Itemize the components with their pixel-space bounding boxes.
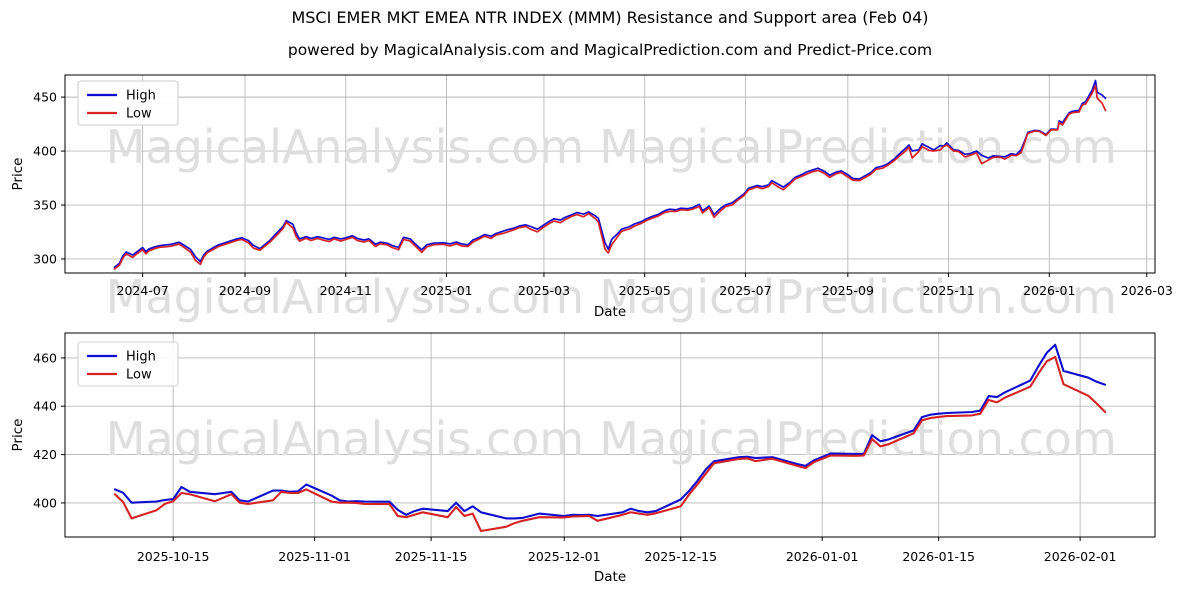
main-chart-x-axis-label: Date (594, 304, 626, 320)
zoom-chart-x-tick-label: 2026-01-01 (786, 549, 859, 564)
main-chart-watermark-text: MagicalAnalysis.com (106, 120, 585, 174)
zoom-chart-x-tick-label: 2025-12-01 (528, 549, 601, 564)
zoom-chart-watermark-text: MagicalPrediction.com (599, 412, 1117, 466)
zoom-chart-watermark-text: MagicalAnalysis.com (106, 412, 585, 466)
main-chart-x-tick-label: 2024-07 (117, 283, 169, 298)
zoom-chart-x-tick-label: 2025-11-15 (395, 549, 468, 564)
zoom-chart-low-line (113, 355, 1107, 533)
zoom-chart-high-line (113, 343, 1107, 520)
main-chart-y-tick-label: 450 (33, 90, 57, 105)
main-chart-x-tick-label: 2025-09 (822, 283, 874, 298)
main-chart-x-tick-label: 2026-03 (1121, 283, 1173, 298)
main-chart-watermark-text: MagicalPrediction.com (599, 270, 1117, 324)
main-chart-y-tick-label: 400 (33, 144, 57, 159)
main-chart-x-tick-label: 2024-09 (219, 283, 271, 298)
main-chart-watermark-text: MagicalPrediction.com (599, 120, 1117, 174)
main-chart-y-tick-label: 300 (33, 251, 57, 266)
main-chart-watermark-text: MagicalAnalysis.com (106, 270, 585, 324)
zoom-chart-x-tick-label: 2026-01-15 (902, 549, 975, 564)
zoom-chart-y-axis-label: Price (10, 419, 26, 452)
zoom-chart-y-tick-label: 440 (33, 399, 57, 414)
zoom-chart-y-tick-label: 460 (33, 350, 57, 365)
chart-title: MSCI EMER MKT EMEA NTR INDEX (MMM) Resis… (291, 8, 929, 27)
zoom-chart-legend-low-label: Low (126, 368, 152, 383)
main-chart-x-tick-label: 2025-03 (518, 283, 570, 298)
zoom-chart-x-tick-label: 2026-02-01 (1044, 549, 1117, 564)
main-chart-x-tick-label: 2025-07 (719, 283, 771, 298)
main-chart-legend-high-label: High (126, 89, 156, 104)
zoom-chart-y-tick-label: 420 (33, 447, 57, 462)
main-chart-x-tick-label: 2024-11 (320, 283, 372, 298)
zoom-chart-x-tick-label: 2025-12-15 (644, 549, 717, 564)
main-chart-y-tick-label: 350 (33, 198, 57, 213)
zoom-chart-x-tick-label: 2025-10-15 (137, 549, 210, 564)
main-chart-low-line (113, 85, 1107, 270)
zoom-chart-axes-frame (64, 332, 1156, 538)
main-chart-y-axis-label: Price (10, 158, 26, 191)
main-chart-x-tick-label: 2025-01 (420, 283, 472, 298)
zoom-chart-x-axis-label: Date (594, 569, 626, 585)
chart-subtitle: powered by MagicalAnalysis.com and Magic… (287, 41, 933, 59)
main-chart-x-tick-label: 2026-01 (1023, 283, 1075, 298)
main-chart-legend-low-label: Low (126, 107, 152, 122)
main-chart-high-line (113, 79, 1107, 269)
zoom-chart-legend-high-label: High (126, 350, 156, 365)
zoom-chart-y-tick-label: 400 (33, 495, 57, 510)
zoom-chart-x-tick-label: 2025-11-01 (278, 549, 351, 564)
main-chart-x-tick-label: 2025-05 (619, 283, 671, 298)
main-chart-axes-frame (64, 74, 1156, 274)
main-chart-x-tick-label: 2025-11 (922, 283, 974, 298)
